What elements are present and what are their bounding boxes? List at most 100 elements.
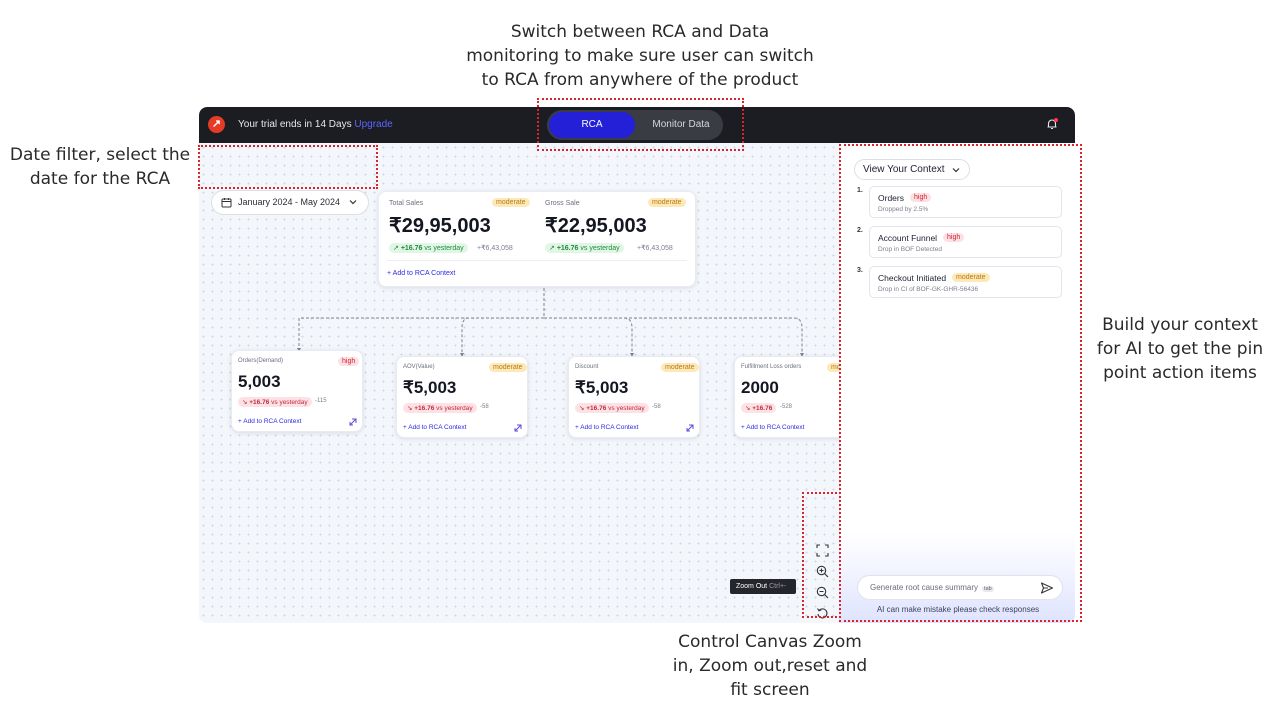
brand-logo-icon: ↗ [208, 116, 225, 133]
annotation-top: Switch between RCA and Data monitoring t… [430, 20, 850, 92]
view-context-dropdown[interactable]: View Your Context [854, 159, 970, 180]
context-item-number: 3. [857, 267, 863, 274]
metric-value: ₹29,95,003 [389, 215, 491, 237]
change-chip: ↘ +16.76 vs yesterday [575, 403, 649, 413]
add-to-rca-context-button[interactable]: + Add to RCA Context [575, 424, 639, 431]
change-suffix: vs yesterday [608, 405, 645, 412]
tooltip-shortcut: Ctrl+- [769, 583, 787, 590]
severity-badge: moderate [489, 363, 527, 372]
zoom-in-icon[interactable] [816, 565, 829, 578]
rca-canvas[interactable]: January 2024 - May 2024 Total Sales mode… [199, 143, 866, 623]
context-item[interactable]: Account Funnel high Drop in BOF Detected [869, 226, 1062, 258]
metric-label: Total Sales [389, 200, 424, 207]
trial-text: Your trial ends in 14 Days [238, 119, 352, 130]
severity-badge: mo [827, 363, 845, 372]
child-metric-card: Orders(Demand) high 5,003 ↘ +16.76 vs ye… [231, 350, 363, 432]
annotation-bottom-line: in, Zoom out,reset and [672, 656, 868, 676]
metric-delta: -115 [315, 398, 327, 404]
context-item-title: Orders [878, 193, 904, 203]
change-value: +16.76 [586, 405, 607, 412]
upgrade-link[interactable]: Upgrade [354, 119, 393, 130]
annotation-left-line: date for the RCA [29, 169, 171, 189]
child-metric-card: Discount moderate ₹5,003 ↘ +16.76 vs yes… [568, 356, 700, 438]
tree-connectors [297, 288, 804, 357]
change-value: +16.76 [556, 245, 579, 252]
ai-disclaimer: AI can make mistake please check respons… [876, 605, 1040, 614]
annotation-right: Build your context for AI to get the pin… [1090, 313, 1270, 385]
change-value: +16.76 [414, 405, 435, 412]
root-cause-summary-input[interactable]: Generate root cause summary tab [857, 575, 1063, 600]
add-to-rca-context-button[interactable]: + Add to RCA Context [387, 270, 456, 277]
annotation-left-line: Date filter, select the [9, 145, 191, 165]
context-item-desc: Drop in CI of BOF-GK-GHR-56436 [878, 286, 979, 293]
zoom-out-icon[interactable] [816, 586, 829, 599]
metric-value: ₹22,95,003 [545, 215, 647, 237]
top-bar: ↗ Your trial ends in 14 Days Upgrade RCA… [199, 107, 1075, 143]
change-chip: ↘ +16.76 vs yesterday [238, 397, 312, 407]
metric-value: 2000 [741, 378, 779, 397]
severity-badge: high [910, 193, 932, 202]
context-item[interactable]: Checkout Initiated moderate Drop in CI o… [869, 266, 1062, 298]
chevron-down-icon [349, 200, 357, 205]
metric-delta: +₹6,43,058 [637, 245, 673, 252]
app-window: ↗ Your trial ends in 14 Days Upgrade RCA… [199, 107, 1075, 623]
add-to-rca-context-button[interactable]: + Add to RCA Context [403, 424, 467, 431]
change-suffix: vs yesterday [436, 405, 473, 412]
severity-badge: moderate [661, 363, 699, 372]
reset-icon[interactable] [816, 607, 829, 620]
context-item-number: 2. [857, 227, 863, 234]
add-to-rca-context-button[interactable]: + Add to RCA Context [741, 424, 805, 431]
rca-tab[interactable]: RCA [549, 112, 635, 138]
change-suffix: vs yesterday [580, 245, 620, 252]
metric-delta: -58 [652, 404, 661, 410]
context-item-number: 1. [857, 187, 863, 194]
context-item-desc: Dropped by 2.5% [878, 206, 929, 213]
fit-screen-icon[interactable] [816, 544, 829, 557]
view-context-label: View Your Context [863, 164, 945, 175]
canvas-zoom-controls [810, 535, 834, 623]
change-chip: ↗ +16.76 vs yesterday [545, 243, 624, 253]
context-item[interactable]: Orders high Dropped by 2.5% [869, 186, 1062, 218]
metric-label: AOV(Value) [403, 364, 435, 370]
monitor-data-tab[interactable]: Monitor Data [652, 119, 710, 130]
metric-value: ₹5,003 [403, 378, 457, 397]
metric-value: 5,003 [238, 372, 281, 391]
share-icon[interactable] [685, 423, 695, 433]
annotation-top-line: monitoring to make sure user can switch [466, 46, 814, 66]
main-metric-card: Total Sales moderate ₹29,95,003 ↗ +16.76… [378, 191, 696, 287]
tooltip-text: Zoom Out [736, 583, 768, 590]
metric-delta: +₹6,43,058 [477, 245, 513, 252]
metric-label: Fulfillment Loss orders [741, 364, 802, 370]
change-suffix: vs yesterday [271, 399, 308, 406]
change-chip: ↗ +16.76 vs yesterday [389, 243, 468, 253]
card-divider [387, 260, 687, 261]
change-chip: ↘ +16.76 [741, 403, 777, 413]
metric-value: ₹5,003 [575, 378, 629, 397]
annotation-left: Date filter, select the date for the RCA [5, 143, 195, 191]
input-placeholder: Generate root cause summary [870, 583, 979, 592]
add-to-rca-context-button[interactable]: + Add to RCA Context [238, 418, 302, 425]
metric-delta: -58 [480, 404, 489, 410]
date-filter-value: January 2024 - May 2024 [238, 197, 341, 207]
metric-label: Gross Sale [545, 200, 580, 207]
annotation-top-line: Switch between RCA and Data [510, 22, 770, 42]
context-panel: View Your Context 1. Orders high Dropped… [839, 143, 1075, 623]
child-metric-card: AOV(Value) moderate ₹5,003 ↘ +16.76 vs y… [396, 356, 528, 438]
trial-banner: Your trial ends in 14 Days Upgrade [238, 119, 393, 130]
annotation-top-line: to RCA from anywhere of the product [481, 70, 799, 90]
notification-bell-icon[interactable] [1045, 117, 1059, 131]
send-icon[interactable] [1040, 581, 1054, 595]
metric-delta: -528 [780, 404, 793, 410]
metric-label: Discount [575, 364, 599, 370]
change-chip: ↘ +16.76 vs yesterday [403, 403, 477, 413]
context-item-title: Account Funnel [878, 233, 938, 243]
change-value: +16.76 [752, 405, 773, 412]
share-icon[interactable] [348, 417, 358, 427]
annotation-right-line: Build your context [1102, 315, 1258, 335]
date-filter[interactable]: January 2024 - May 2024 [211, 190, 369, 215]
share-icon[interactable] [513, 423, 523, 433]
zoom-out-tooltip: Zoom Out Ctrl+- [730, 579, 796, 594]
chevron-down-icon [952, 168, 960, 173]
mode-toggle: RCA Monitor Data [547, 110, 723, 140]
change-suffix: vs yesterday [424, 245, 464, 252]
